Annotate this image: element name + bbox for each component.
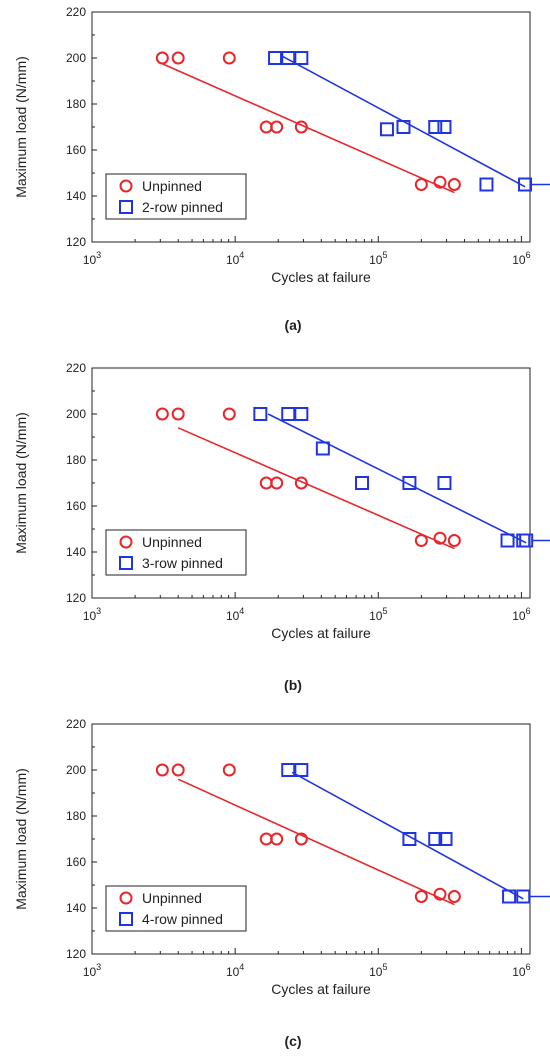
legend-label: Unpinned (142, 890, 202, 906)
x-tick-label: 104 (226, 962, 244, 979)
y-tick-label: 220 (66, 361, 86, 375)
x-tick-label: 105 (369, 250, 387, 267)
x-axis-label: Cycles at failure (271, 625, 371, 641)
y-tick-label: 160 (66, 499, 86, 513)
y-tick-label: 200 (66, 763, 86, 777)
x-axis-label: Cycles at failure (271, 269, 371, 285)
data-point-square (269, 52, 281, 64)
chart-panel-1: 120 140 160 180 200 220 103 104 105 106 Cycles at … (13, 361, 550, 693)
data-point-circle (157, 409, 168, 420)
y-axis-label: Maximum load (N/mm) (13, 56, 29, 198)
legend: Unpinned 2-row pinned (106, 174, 246, 219)
data-point-square (381, 123, 393, 135)
x-tick-label: 106 (512, 606, 530, 623)
series-unpinned (157, 409, 460, 549)
data-point-circle (261, 478, 272, 489)
y-tick-label: 140 (66, 901, 86, 915)
legend-label: Unpinned (142, 534, 202, 550)
data-point-circle (271, 478, 282, 489)
data-point-circle (173, 409, 184, 420)
series-unpinned (157, 765, 460, 905)
y-tick-label: 160 (66, 143, 86, 157)
y-tick-label: 200 (66, 407, 86, 421)
data-point-square (480, 179, 492, 191)
x-tick-label: 104 (226, 250, 244, 267)
y-tick-label: 180 (66, 453, 86, 467)
x-tick-label: 105 (369, 962, 387, 979)
x-tick-label: 103 (83, 250, 101, 267)
x-tick-label: 106 (512, 250, 530, 267)
data-point-circle (224, 409, 235, 420)
legend: Unpinned 4-row pinned (106, 886, 246, 931)
y-tick-label: 120 (66, 235, 86, 249)
y-tick-label: 220 (66, 5, 86, 19)
data-point-circle (261, 122, 272, 133)
data-point-square (356, 477, 368, 489)
data-point-circle (416, 535, 427, 546)
chart-panel-2: 120 140 160 180 200 220 103 104 105 106 Cycles at … (13, 717, 550, 1049)
x-axis-label: Cycles at failure (271, 981, 371, 997)
series-unpinned (157, 53, 460, 193)
y-tick-label: 120 (66, 947, 86, 961)
y-axis-label: Maximum load (N/mm) (13, 768, 29, 910)
data-point-circle (157, 53, 168, 64)
data-point-square (503, 891, 515, 903)
legend-label: 3-row pinned (142, 555, 223, 571)
data-point-circle (449, 891, 460, 902)
y-tick-label: 180 (66, 809, 86, 823)
y-tick-label: 160 (66, 855, 86, 869)
panel-label: (a) (284, 317, 301, 333)
data-point-circle (416, 179, 427, 190)
data-point-circle (449, 535, 460, 546)
x-tick-label: 106 (512, 962, 530, 979)
y-tick-label: 120 (66, 591, 86, 605)
chart-panel-0: 120 140 160 180 200 220 103 104 105 106 Cycles at … (13, 5, 550, 333)
data-point-circle (416, 891, 427, 902)
data-point-circle (173, 53, 184, 64)
data-point-square (282, 764, 294, 776)
x-tick-label: 103 (83, 606, 101, 623)
data-point-square (282, 408, 294, 420)
legend-label: 2-row pinned (142, 199, 223, 215)
y-tick-label: 140 (66, 189, 86, 203)
y-tick-label: 200 (66, 51, 86, 65)
data-point-square (295, 408, 307, 420)
x-tick-label: 103 (83, 962, 101, 979)
y-tick-label: 140 (66, 545, 86, 559)
series-pinned (282, 764, 550, 903)
y-tick-label: 220 (66, 717, 86, 731)
x-tick-label: 105 (369, 606, 387, 623)
data-point-circle (157, 765, 168, 776)
data-point-circle (224, 765, 235, 776)
x-tick-label: 104 (226, 606, 244, 623)
legend-label: Unpinned (142, 178, 202, 194)
y-axis-label: Maximum load (N/mm) (13, 412, 29, 554)
y-tick-label: 180 (66, 97, 86, 111)
trend-line (292, 772, 523, 899)
data-point-circle (261, 834, 272, 845)
data-point-square (295, 52, 307, 64)
trend-line (162, 64, 454, 193)
data-point-square (438, 477, 450, 489)
legend: Unpinned 3-row pinned (106, 530, 246, 575)
data-point-circle (271, 122, 282, 133)
legend-label: 4-row pinned (142, 911, 223, 927)
panel-label: (c) (284, 1033, 301, 1049)
series-pinned (269, 52, 550, 191)
data-point-square (254, 408, 266, 420)
data-point-circle (173, 765, 184, 776)
data-point-circle (449, 179, 460, 190)
data-point-circle (224, 53, 235, 64)
panel-label: (b) (284, 677, 302, 693)
data-point-circle (271, 834, 282, 845)
